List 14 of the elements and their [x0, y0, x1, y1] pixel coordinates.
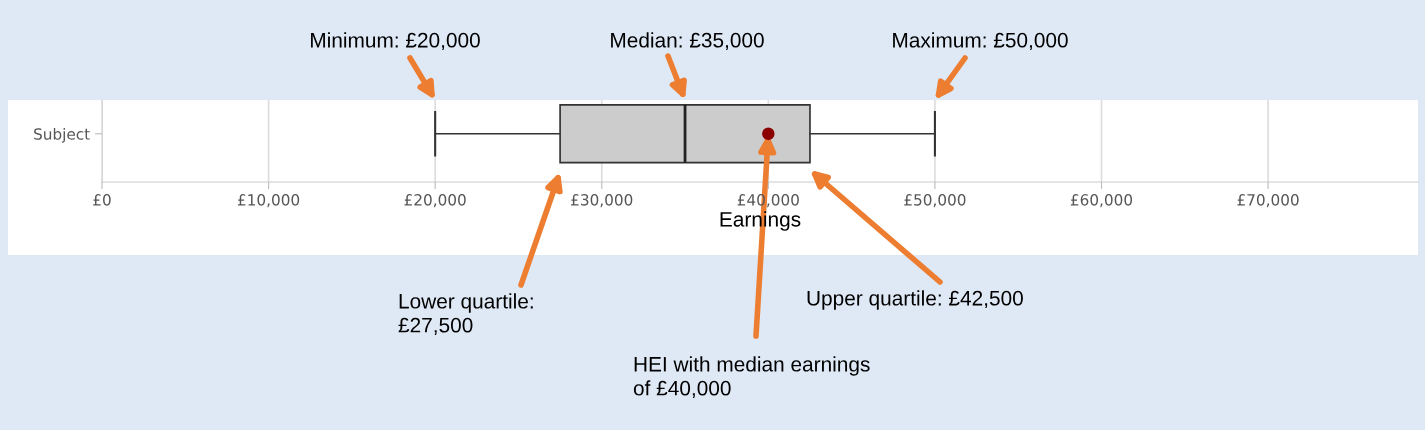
- text: Maximum: £50,000: [893, 32, 1068, 51]
- text: Upper quartile: £42,500: [807, 290, 1023, 310]
- x-tick-label: £60,000: [1070, 194, 1133, 208]
- annotation: HEI with median earnings of £40,000: [633, 356, 870, 399]
- text: Lower quartile: £27,500: [398, 293, 533, 336]
- x-tick-label: £30,000: [571, 194, 633, 208]
- x-tick-label: £0: [93, 194, 111, 206]
- text: Median: £35,000: [611, 32, 764, 51]
- text: Minimum: £20,000: [311, 32, 480, 51]
- x-tick-label: £20,000: [404, 194, 466, 208]
- x-tick-label: £10,000: [237, 194, 300, 208]
- x-tick-label: £50,000: [904, 194, 966, 208]
- x-tick-label: £70,000: [1237, 194, 1299, 208]
- y-tick-label: Subject: [34, 127, 90, 143]
